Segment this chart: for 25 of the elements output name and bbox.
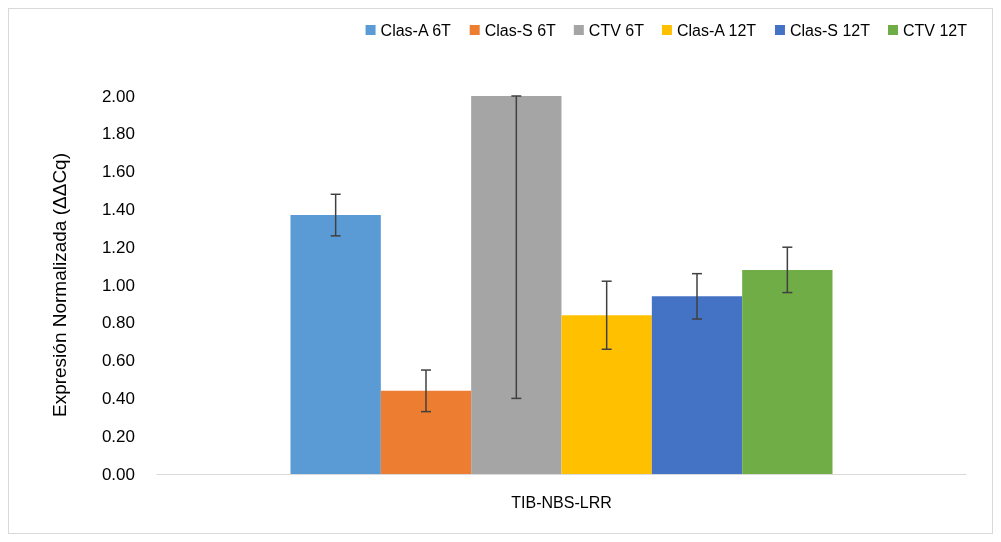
bar (561, 315, 652, 474)
y-tick-label: 1.20 (101, 237, 135, 257)
y-tick-label: 2.00 (101, 86, 135, 106)
bar (471, 96, 562, 474)
legend-label: CTV 6T (588, 21, 645, 39)
y-tick-label: 1.60 (101, 162, 135, 182)
y-tick-label: 0.40 (101, 388, 135, 408)
bar (380, 390, 472, 474)
bar (651, 296, 743, 474)
legend-label: Clas-A 12T (676, 21, 757, 39)
y-axis-title: Expresión Normalizada (ΔΔCq) (49, 152, 70, 418)
y-tick-label: 0.20 (101, 426, 135, 446)
legend-label: CTV 12T (902, 21, 968, 39)
y-tick-label: 0.80 (101, 313, 135, 333)
y-tick-label: 1.40 (101, 199, 135, 219)
bar (742, 269, 833, 474)
y-tick-label: 1.80 (101, 124, 135, 144)
x-tick-label: TIB-NBS-LRR (511, 493, 612, 511)
legend-label: Clas-S 12T (789, 21, 871, 39)
bar (290, 215, 381, 474)
y-tick-label: 0.00 (101, 464, 135, 484)
y-tick-label: 0.60 (101, 351, 135, 371)
y-tick-label: 1.00 (101, 275, 135, 295)
legend-label: Clas-S 6T (484, 21, 557, 39)
legend-label: Clas-A 6T (380, 21, 452, 39)
